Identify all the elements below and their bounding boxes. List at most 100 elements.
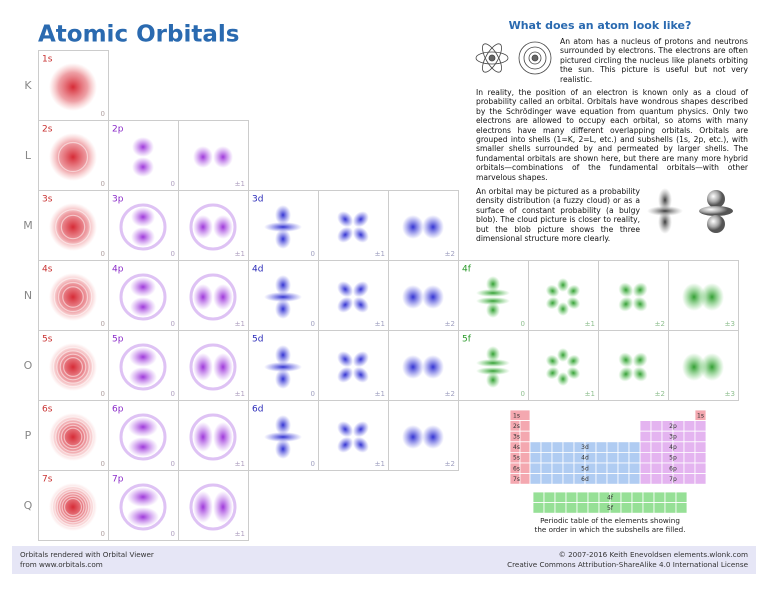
table-cell — [562, 473, 575, 485]
node-ring — [56, 490, 90, 524]
orbital — [193, 146, 233, 168]
table-cell — [639, 430, 652, 443]
lobe — [193, 422, 213, 452]
lobe — [352, 226, 369, 243]
table-caption: Periodic table of the elements showing — [540, 516, 680, 525]
table-cell — [683, 420, 696, 432]
m-label: 0 — [311, 250, 315, 258]
table-label: 7s — [513, 476, 520, 483]
table-cell — [519, 430, 531, 443]
orbital — [49, 63, 97, 111]
table-label: 6d — [581, 476, 589, 483]
orbital — [618, 282, 648, 312]
lobe — [545, 354, 560, 368]
table-cell — [519, 451, 531, 464]
lobe — [352, 351, 369, 368]
lobe — [127, 487, 159, 507]
lobe — [476, 297, 510, 305]
lobe — [352, 211, 369, 228]
lobe — [130, 277, 156, 297]
shell — [119, 273, 167, 321]
node-ring — [62, 286, 84, 308]
lobe — [422, 285, 444, 309]
m-label: 0 — [101, 250, 105, 258]
subshell-label: 6s — [42, 405, 53, 415]
table-cell — [628, 451, 641, 464]
lobe — [128, 417, 158, 437]
orbital — [402, 215, 444, 239]
lobe — [129, 367, 157, 387]
lobe — [264, 362, 302, 372]
subshell-label: 4d — [252, 265, 263, 275]
subshell-label: 7s — [42, 475, 53, 485]
shell-label: N — [24, 289, 32, 302]
table-label: 3s — [513, 434, 520, 441]
lobe — [545, 366, 560, 380]
table-cell — [540, 441, 553, 453]
m-label: 0 — [171, 250, 175, 258]
table-label: 2p — [669, 423, 677, 430]
atom-icon — [475, 43, 509, 73]
lobe — [213, 491, 233, 523]
footer-text: © 2007-2016 Keith Enevoldsen elements.wl… — [559, 550, 748, 559]
table-cell — [551, 441, 564, 453]
lobe — [476, 289, 510, 297]
shell-label: K — [24, 79, 32, 92]
lobe — [566, 366, 581, 380]
table-label: 4f — [607, 494, 614, 501]
table-cell — [694, 430, 707, 443]
blob-orbital — [699, 190, 733, 233]
m-label: ±1 — [235, 250, 245, 258]
m-label: 0 — [521, 320, 525, 328]
table-cell — [562, 451, 575, 464]
orbital-cell — [318, 260, 389, 331]
shell — [189, 273, 237, 321]
table-cell — [683, 473, 696, 485]
lobe — [486, 276, 500, 292]
lobe — [131, 207, 155, 227]
orbital-cell — [318, 330, 389, 401]
orbital — [189, 203, 237, 251]
node-ring — [57, 281, 89, 313]
lobe — [193, 215, 213, 239]
lobe — [557, 372, 569, 386]
orbital — [476, 346, 510, 388]
m-label: 0 — [101, 320, 105, 328]
table-cell — [694, 473, 707, 485]
subshell-label: 2p — [112, 125, 124, 135]
table-cell — [617, 441, 630, 453]
table-cell — [606, 462, 619, 475]
lobe — [193, 284, 213, 310]
table-label: 1s — [697, 412, 704, 419]
lobe — [632, 352, 648, 368]
lobe — [545, 296, 560, 310]
table-cell — [617, 473, 630, 485]
table-cell — [543, 491, 556, 504]
m-label: 0 — [311, 320, 315, 328]
m-label: 0 — [101, 530, 105, 538]
table-cell — [543, 502, 556, 514]
table-cell — [540, 473, 553, 485]
m-label: ±1 — [585, 320, 595, 328]
lobe — [402, 355, 424, 379]
table-cell — [683, 462, 696, 475]
orbital — [337, 351, 369, 383]
lobe — [476, 359, 510, 367]
shell-label: Q — [24, 499, 33, 512]
table-cell — [519, 462, 531, 475]
m-label: ±1 — [585, 390, 595, 398]
table-cell — [628, 441, 641, 453]
table-cell — [650, 441, 663, 453]
table-cell — [642, 502, 655, 514]
table-cell — [606, 441, 619, 453]
table-cell — [683, 430, 696, 443]
table-cell — [529, 441, 542, 453]
footer-text: Creative Commons Attribution-ShareAlike … — [507, 560, 748, 569]
orbital — [682, 353, 724, 381]
lobe — [402, 215, 424, 239]
lobe — [352, 281, 369, 298]
table-cell — [587, 502, 600, 514]
table-cell — [639, 473, 652, 485]
